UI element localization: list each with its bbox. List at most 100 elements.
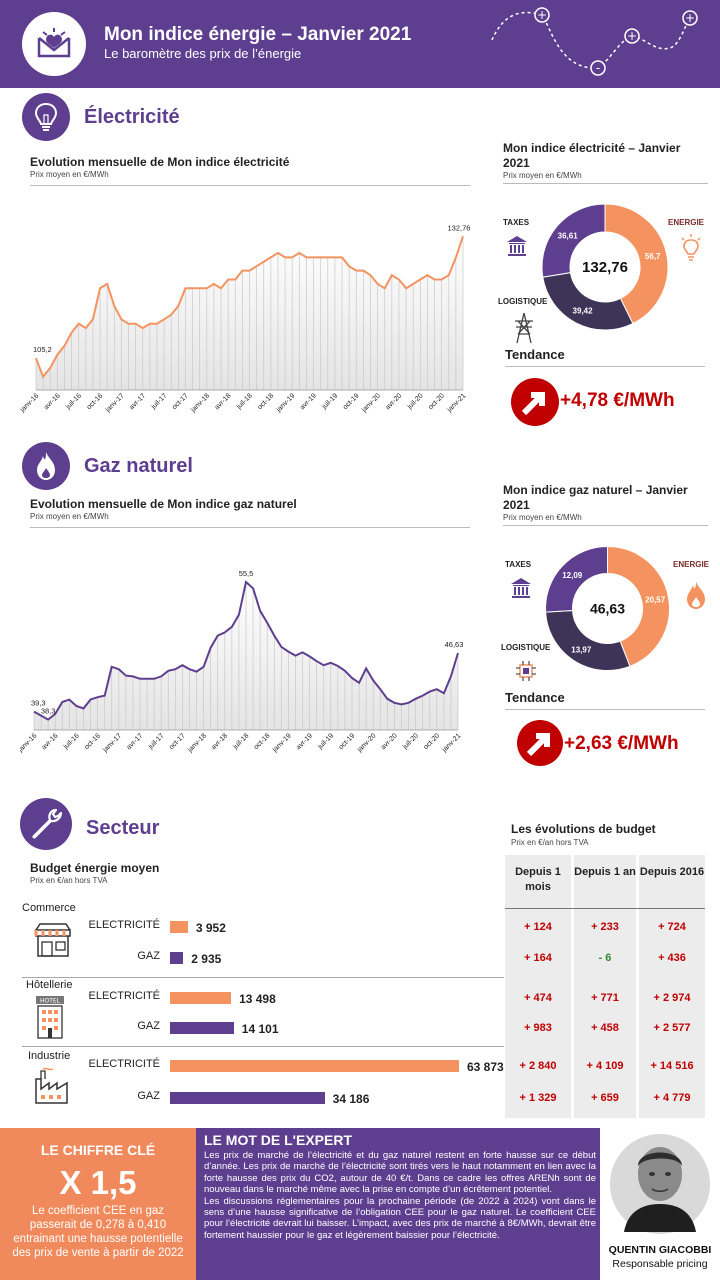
- sector-name-industrie: Industrie: [28, 1050, 71, 1062]
- budget-change-cell: + 4 109: [586, 1060, 624, 1072]
- x-tick-label: oct-19: [338, 732, 357, 751]
- divider: [22, 977, 504, 978]
- x-tick-label: janv-20: [356, 732, 378, 754]
- data-label: 105,2: [33, 345, 52, 354]
- x-tick-label: juil-16: [62, 732, 81, 751]
- bank-icon: [511, 578, 531, 598]
- key-figure-text: Le coefficient CEE en gaz passerait de 0…: [12, 1205, 184, 1259]
- taxes-label: TAXES: [503, 218, 530, 227]
- expert-name: QUENTIN GIACOBBI: [608, 1244, 712, 1256]
- x-tick-label: oct-20: [422, 732, 441, 751]
- key-figure-title: LE CHIFFRE CLÉ: [40, 1142, 156, 1158]
- gas-area-chart: janv-16 avr-16 juil-16 oct-16 janv-17 avr-17 j…: [20, 569, 463, 754]
- svg-text:HOTEL: HOTEL: [40, 998, 61, 1005]
- x-tick-label: avr-17: [125, 732, 144, 751]
- x-tick-label: avr-16: [41, 732, 60, 751]
- bar-label: ELECTRICITÉ: [88, 919, 160, 931]
- x-tick-label: oct-17: [171, 392, 190, 411]
- x-tick-label: janv-19: [271, 732, 293, 754]
- gas-chart-unit: Prix moyen en €/MWh: [30, 512, 109, 521]
- column-header-1-an: Depuis 1 an: [574, 866, 636, 878]
- x-tick-label: janv-17: [104, 392, 126, 414]
- svg-text:+: +: [627, 29, 637, 43]
- column-header-2016: Depuis 2016: [639, 866, 705, 878]
- slice-label: 13,97: [571, 645, 592, 654]
- section-title-secteur: Secteur: [86, 817, 160, 839]
- x-tick-label: avr-18: [210, 732, 229, 751]
- expert-text: Les prix de marché de l’électricité et d…: [204, 1150, 596, 1241]
- budget-change-cell: + 659: [591, 1092, 619, 1104]
- expert-title: LE MOT DE L'EXPERT: [204, 1132, 353, 1148]
- bar-label: GAZ: [137, 1020, 160, 1032]
- gas-budget-bar: [170, 952, 184, 964]
- expert-photo-panel: QUENTIN GIACOBBI Responsable pricing: [600, 1128, 720, 1280]
- x-tick-label: oct-19: [342, 392, 361, 411]
- budget-change-cell: + 14 516: [650, 1060, 694, 1072]
- electricity-area-chart: janv-16 avr-16 juil-16 oct-16 janv-17 avr-17 j…: [20, 223, 470, 414]
- x-tick-label: juil-20: [406, 392, 425, 411]
- evolutions-title: Les évolutions de budget: [511, 822, 656, 836]
- x-tick-label: juil-17: [147, 732, 166, 751]
- bar-value: 14 101: [241, 1022, 279, 1036]
- wrench-icon: [20, 798, 72, 850]
- budget-title: Budget énergie moyen: [30, 861, 160, 875]
- expert-portrait: [610, 1134, 710, 1234]
- budget-change-cell: + 124: [524, 921, 552, 933]
- x-tick-label: avr-19: [295, 732, 314, 751]
- hotel-icon: HOTEL: [36, 996, 64, 1039]
- donut-slice: [541, 203, 606, 278]
- divider: [30, 527, 470, 528]
- trend-up-arrow-icon: [511, 378, 559, 426]
- x-tick-label: juil-20: [401, 732, 420, 751]
- slice-label: 39,42: [573, 307, 594, 316]
- divider: [22, 1046, 504, 1047]
- bar-label: GAZ: [137, 950, 160, 962]
- gas-donut-chart: 20,57 13,97 12,09 46,63: [545, 545, 670, 671]
- electricity-trend-value: +4,78 €/MWh: [560, 390, 675, 411]
- budget-change-cell: + 474: [524, 992, 552, 1004]
- x-tick-label: oct-16: [83, 732, 102, 751]
- bar-value: 13 498: [239, 992, 276, 1006]
- x-tick-label: juil-18: [235, 392, 254, 411]
- svg-text:+: +: [537, 8, 547, 22]
- expert-paragraph-1: Les prix de marché de l’électricité et d…: [204, 1150, 596, 1196]
- page-title: Mon indice énergie – Janvier 2021: [104, 24, 412, 45]
- data-label: 39,3: [31, 699, 46, 708]
- budget-change-cell: - 6: [598, 952, 612, 964]
- donut-slice: [604, 203, 669, 325]
- shop-icon: [34, 923, 71, 957]
- column-header-1-mois: Depuis 1 mois: [515, 866, 561, 893]
- divider: [30, 185, 470, 186]
- trend-decoration-icon: + - + +: [491, 7, 698, 76]
- donut-total: 46,63: [590, 601, 625, 617]
- gas-chart-title: Evolution mensuelle de Mon indice gaz na…: [30, 497, 297, 511]
- taxes-label: TAXES: [505, 560, 532, 569]
- bar-label: GAZ: [137, 1090, 160, 1102]
- x-tick-label: oct-17: [168, 732, 187, 751]
- x-tick-label: oct-20: [427, 392, 446, 411]
- factory-icon: [35, 1067, 68, 1104]
- expert-paragraph-2: Les discussions réglementaires pour la p…: [204, 1195, 596, 1241]
- bar-value: 3 952: [195, 921, 226, 935]
- header-banner: Mon indice énergie – Janvier 2021 Le bar…: [0, 0, 720, 88]
- x-tick-label: janv-19: [275, 392, 297, 414]
- x-tick-label: janv-17: [101, 732, 123, 754]
- flame-small-icon: [687, 581, 705, 609]
- table-column-bg: [505, 855, 571, 1118]
- budget-change-cell: + 983: [524, 1022, 552, 1034]
- energie-label: ENERGIE: [668, 218, 705, 227]
- sector-name-hotellerie: Hôtellerie: [26, 979, 73, 991]
- budget-change-cell: + 4 779: [653, 1092, 691, 1104]
- bar-label: ELECTRICITÉ: [88, 990, 160, 1002]
- divider: [503, 183, 708, 184]
- x-tick-label: janv-21: [441, 732, 463, 754]
- svg-text:-: -: [596, 61, 600, 75]
- envelope-heart-logo-icon: [37, 28, 71, 58]
- series-line: [33, 580, 459, 721]
- lightbulb-icon: [22, 93, 70, 141]
- tendance-label: Tendance: [505, 347, 565, 362]
- svg-text:+: +: [685, 11, 695, 25]
- data-label: 55,5: [239, 569, 254, 578]
- gas-donut-title: Mon indice gaz naturel – Janvier 2021: [503, 483, 688, 512]
- logo: [22, 12, 86, 76]
